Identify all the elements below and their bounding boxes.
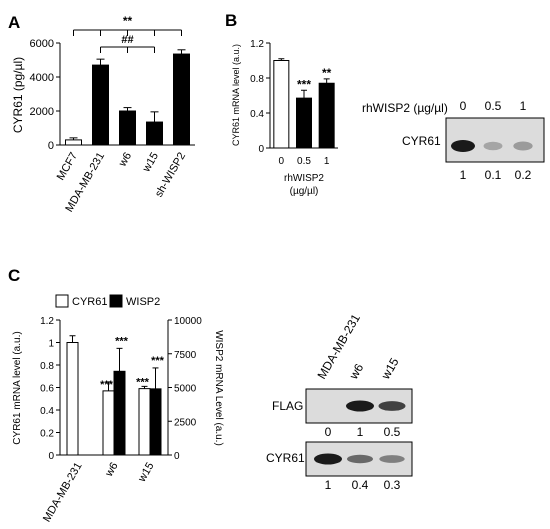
chart-c-y2tick-label: 5000 [174, 384, 197, 395]
chart-c-y2tick-label: 10000 [174, 316, 202, 327]
blot-b-quant: 0.2 [515, 168, 532, 182]
blot-b-row-label: CYR61 [402, 134, 441, 148]
chart-c-y2label: WISP2 mRNA Level (a.u.) [213, 330, 224, 446]
chart-c-ylabel: CYR61 mRNA level (a.u.) [12, 331, 23, 444]
legend-label-wisp2: WISP2 [126, 296, 160, 308]
blot-c-row-label-cyr61: CYR61 [266, 451, 305, 465]
chart-b-ylabel: CYR61 mRNA level (a.u.) [231, 44, 241, 146]
blot-b-header-value: 1 [520, 99, 527, 113]
blot-c-quant: 1 [357, 425, 364, 439]
blot-c-band [378, 401, 406, 411]
chart-c-ytick-label: 1.2 [40, 316, 54, 327]
chart-c-y2tick-label: 2500 [174, 417, 197, 428]
legend-swatch-cyr61 [55, 294, 69, 308]
blot-c-quant: 0.4 [352, 478, 369, 492]
blot-b-header-value: 0.5 [485, 99, 502, 113]
blot-b-header-label: rhWISP2 (µg/µl) [362, 101, 448, 115]
chart-a-ytick-label: 4000 [30, 72, 54, 84]
blot-c-band [347, 454, 373, 464]
chart-c-ytick-label: 0.4 [40, 406, 54, 417]
chart-b-xlabel-line1: rhWISP2 [284, 173, 324, 184]
chart-b-category-label: 0.5 [297, 156, 311, 167]
chart-a-bar [65, 139, 82, 146]
chart-b-bar [273, 60, 290, 149]
chart-a-ytick-label: 6000 [30, 38, 54, 50]
blot-b-membrane [445, 117, 545, 163]
blot-b-quant: 1 [460, 168, 467, 182]
chart-a-bar [119, 110, 136, 146]
chart-c-ytick-label: 0.6 [40, 384, 54, 395]
blot-c-lane-label: w6 [346, 361, 366, 382]
chart-c-significance: *** [100, 379, 114, 391]
chart-c-bar-wisp2 [149, 388, 162, 456]
chart-c-bar-wisp2 [113, 370, 126, 456]
panel-label-b: B [225, 11, 237, 30]
chart-c-significance: *** [151, 355, 165, 367]
chart-c-y2tick-label: 0 [174, 451, 180, 462]
chart-b-significance: *** [297, 77, 311, 91]
chart-a-ytick-label: 2000 [30, 106, 54, 118]
chart-a-bar [92, 64, 109, 146]
blot-b-header-value: 0 [460, 99, 467, 113]
chart-b-significance: ** [322, 66, 332, 80]
blot-b-quant: 0.1 [485, 168, 502, 182]
blot-c-quant: 1 [325, 478, 332, 492]
chart-a-annotation: ## [121, 34, 133, 46]
chart-c-legend: CYR61 WISP2 [55, 294, 160, 308]
blot-c-band [346, 400, 374, 412]
chart-c-y2tick-label: 7500 [174, 350, 197, 361]
blot-c-row-label-flag: FLAG [272, 399, 303, 413]
chart-b-category-label: 1 [324, 156, 330, 167]
chart-c-significance: *** [115, 335, 129, 347]
blot-c-band [379, 455, 405, 463]
legend-swatch-wisp2 [109, 294, 123, 308]
chart-c-bar-cyr61 [138, 388, 151, 456]
chart-b-ytick-label: 0.8 [250, 74, 264, 85]
blot-c-lane-label: w15 [378, 355, 402, 382]
chart-c-ytick-label: 0.8 [40, 361, 54, 372]
chart-c-ytick-label: 0 [48, 451, 54, 462]
chart-a-annotation: ** [123, 14, 133, 28]
chart-b-ytick-label: 0.4 [250, 109, 264, 120]
blot-b-band [483, 141, 503, 151]
chart-a-ylabel: CYR61 (pg/µl) [11, 57, 25, 133]
panel-label-a: A [8, 13, 20, 32]
chart-a-bar [173, 53, 190, 146]
chart-b-category-label: 0 [279, 156, 285, 167]
chart-b-bar [296, 97, 312, 149]
blot-b-band [513, 141, 533, 151]
blot-c-band [314, 453, 342, 465]
chart-a-ytick-label: 0 [48, 140, 54, 152]
chart-b-ytick-label: 0 [258, 144, 264, 155]
chart-a-bar [146, 121, 163, 146]
chart-b-ytick-label: 1.2 [250, 39, 264, 50]
chart-c-significance: *** [136, 377, 150, 389]
chart-a-category-label: w15 [140, 151, 161, 175]
blot-c-quant: 0 [325, 425, 332, 439]
chart-c-bar-cyr61 [66, 342, 79, 456]
blot-b-band [451, 140, 475, 152]
legend-label-cyr61: CYR61 [72, 296, 107, 308]
chart-b-xlabel-line2: (µg/µl) [290, 186, 319, 197]
chart-c-bar-cyr61 [102, 390, 115, 456]
chart-a-category-label: MCF7 [55, 151, 80, 183]
blot-c-quant: 0.3 [384, 478, 401, 492]
blot-c-quant: 0.5 [384, 425, 401, 439]
chart-c-category-label: MDA-MB-231 [41, 461, 85, 525]
panel-label-c: C [8, 266, 20, 285]
chart-b-bar [318, 82, 335, 149]
chart-c-ytick-label: 0.2 [40, 429, 54, 440]
chart-a-category-label: w6 [116, 151, 134, 170]
chart-c-category-label: w6 [103, 461, 121, 480]
chart-c-category-label: w15 [136, 461, 157, 485]
chart-c-ytick-label: 1 [48, 339, 54, 350]
